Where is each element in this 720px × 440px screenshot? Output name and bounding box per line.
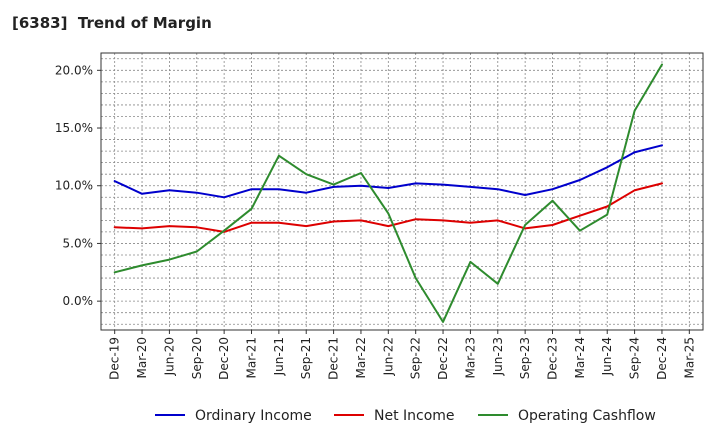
x-tick-label: Mar-22 xyxy=(354,337,368,378)
x-tick-label: Jun-21 xyxy=(272,337,286,376)
plot-area xyxy=(101,53,703,330)
y-tick-label: 20.0% xyxy=(55,63,93,77)
legend-label: Net Income xyxy=(374,408,455,424)
plot-frame xyxy=(100,52,704,331)
x-tick-label: Jun-20 xyxy=(162,337,176,376)
legend-label: Operating Cashflow xyxy=(518,408,656,424)
x-tick-label: Dec-20 xyxy=(217,337,231,380)
x-tick-label: Sep-23 xyxy=(518,337,532,379)
x-tick-label: Sep-20 xyxy=(190,337,204,379)
x-tick-label: Mar-23 xyxy=(463,337,477,378)
y-tick-label: 5.0% xyxy=(63,236,94,250)
chart-title: [6383] Trend of Margin xyxy=(12,14,212,32)
x-tick-label: Mar-25 xyxy=(682,337,696,378)
series-line-operating-cashflow xyxy=(113,63,663,323)
y-tick-label: 0.0% xyxy=(63,294,94,308)
x-tick-label: Mar-20 xyxy=(135,337,149,378)
x-tick-label: Dec-22 xyxy=(436,337,450,380)
legend-label: Ordinary Income xyxy=(195,408,312,424)
x-tick-label: Dec-21 xyxy=(327,337,341,380)
x-tick-label: Jun-22 xyxy=(381,337,395,376)
x-tick-label: Dec-23 xyxy=(546,337,560,380)
y-tick-label: 10.0% xyxy=(55,179,93,193)
x-tick-label: Sep-21 xyxy=(299,337,313,379)
x-tick-label: Sep-22 xyxy=(409,337,423,379)
x-tick-label: Sep-24 xyxy=(628,337,642,379)
series-line-ordinary-income xyxy=(113,144,663,199)
x-tick-label: Mar-21 xyxy=(245,337,259,378)
y-tick-label: 15.0% xyxy=(55,121,93,135)
x-tick-label: Dec-24 xyxy=(655,337,669,380)
series-line-net-income xyxy=(113,182,663,233)
x-tick-label: Mar-24 xyxy=(573,337,587,378)
x-tick-label: Dec-19 xyxy=(108,337,122,380)
x-tick-label: Jun-24 xyxy=(600,337,614,376)
x-tick-label: Jun-23 xyxy=(491,337,505,376)
